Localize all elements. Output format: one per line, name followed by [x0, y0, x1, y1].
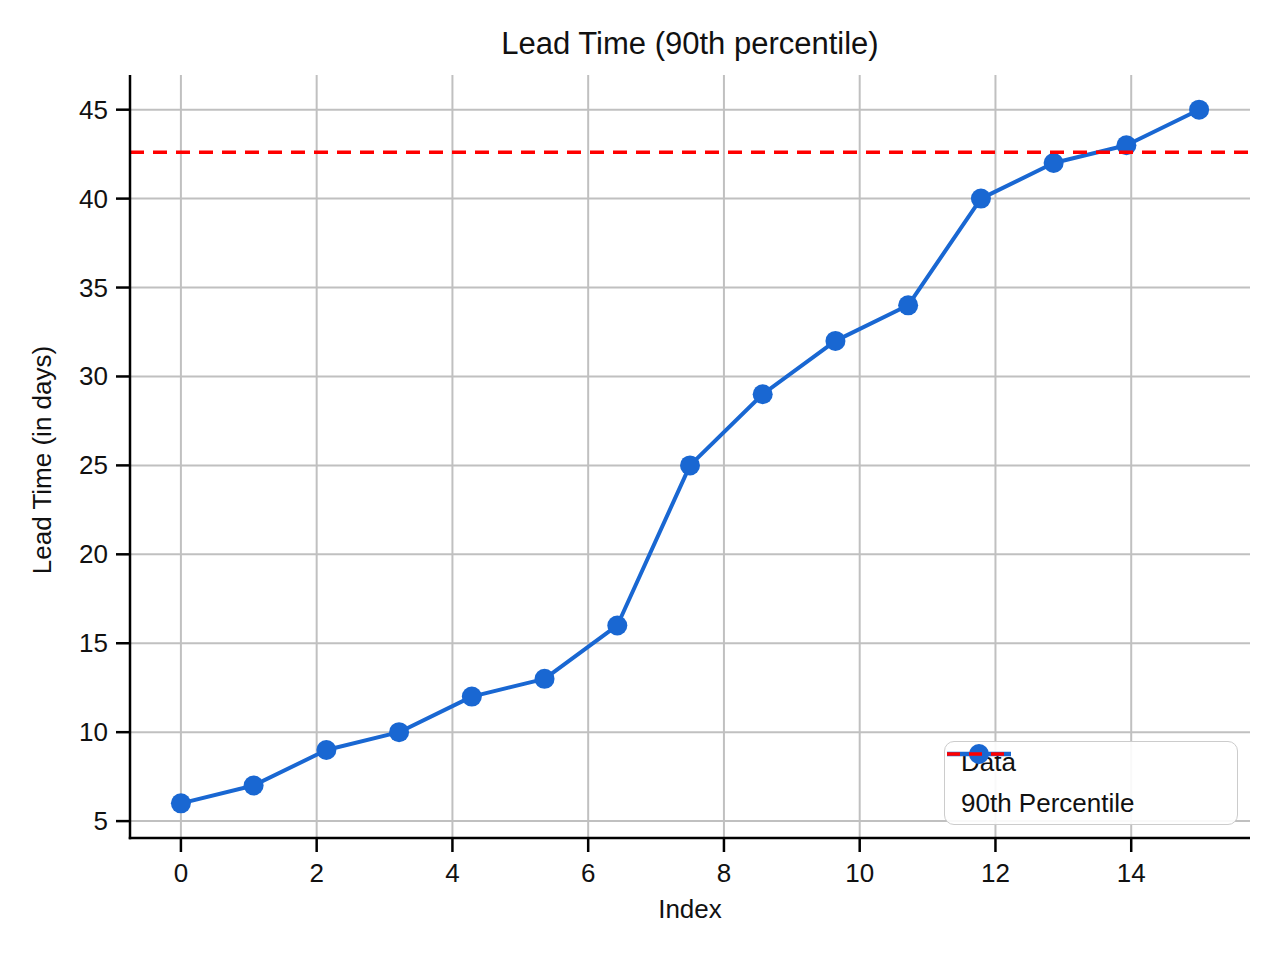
data-point	[753, 384, 773, 404]
x-tick-label: 4	[445, 858, 459, 888]
y-tick-label: 15	[79, 628, 108, 658]
data-point	[898, 295, 918, 315]
x-tick-label: 14	[1117, 858, 1146, 888]
y-tick-label: 5	[94, 806, 108, 836]
y-tick-label: 20	[79, 539, 108, 569]
data-point	[607, 615, 627, 635]
x-tick-label: 2	[309, 858, 323, 888]
chart-title: Lead Time (90th percentile)	[130, 26, 1250, 62]
legend-label-percentile: 90th Percentile	[961, 788, 1134, 819]
x-tick-label: 6	[581, 858, 595, 888]
legend: Data 90th Percentile	[944, 741, 1238, 825]
y-tick-label: 40	[79, 184, 108, 214]
percentile-swatch-icon	[945, 742, 1013, 766]
y-tick-label: 10	[79, 717, 108, 747]
x-tick-label: 12	[981, 858, 1010, 888]
legend-item-percentile: 90th Percentile	[961, 785, 1237, 823]
data-point	[680, 455, 700, 475]
x-tick-label: 0	[174, 858, 188, 888]
data-point	[244, 776, 264, 796]
x-tick-label: 8	[717, 858, 731, 888]
y-tick-label: 45	[79, 95, 108, 125]
data-point	[825, 331, 845, 351]
y-tick-label: 25	[79, 450, 108, 480]
data-point	[1189, 100, 1209, 120]
y-tick-label: 30	[79, 361, 108, 391]
data-point	[535, 669, 555, 689]
data-point	[316, 740, 336, 760]
data-point	[462, 687, 482, 707]
data-point	[171, 793, 191, 813]
data-point	[389, 722, 409, 742]
y-tick-label: 35	[79, 273, 108, 303]
x-axis-label: Index	[130, 894, 1250, 925]
figure-root: 0 2 4 6 8 10 12 14 5 10 15 20 25 30 35 40 45 Lead Time (…	[0, 0, 1280, 960]
data-point	[971, 189, 991, 209]
data-point	[1044, 153, 1064, 173]
x-tick-label: 10	[845, 858, 874, 888]
y-axis-label: Lead Time (in days)	[27, 346, 58, 574]
